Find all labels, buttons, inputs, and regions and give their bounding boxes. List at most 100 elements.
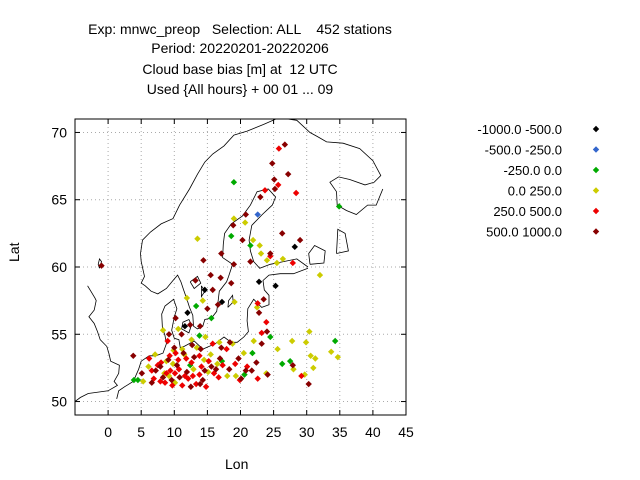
data-point bbox=[228, 279, 235, 287]
data-point bbox=[250, 337, 257, 345]
data-point bbox=[196, 380, 204, 388]
data-point bbox=[271, 185, 279, 193]
x-tick-label: 45 bbox=[398, 424, 414, 440]
data-point bbox=[286, 357, 294, 365]
legend-label: -250.0 0.0 bbox=[503, 163, 562, 178]
data-point bbox=[230, 179, 238, 186]
data-point bbox=[183, 294, 191, 302]
data-point bbox=[199, 297, 206, 304]
data-point bbox=[175, 356, 182, 364]
data-point bbox=[310, 364, 317, 372]
data-point bbox=[219, 362, 226, 369]
data-point bbox=[327, 348, 335, 355]
data-point bbox=[188, 359, 195, 366]
data-point bbox=[165, 331, 173, 338]
data-point bbox=[255, 278, 263, 285]
data-point bbox=[171, 370, 179, 377]
data-point bbox=[223, 345, 230, 353]
data-point bbox=[215, 374, 222, 381]
data-point bbox=[271, 176, 278, 183]
data-point bbox=[173, 362, 181, 369]
data-point bbox=[302, 339, 310, 346]
data-point bbox=[242, 367, 249, 374]
data-point bbox=[171, 344, 178, 351]
x-tick-label: 40 bbox=[365, 424, 381, 440]
data-point bbox=[274, 345, 281, 353]
data-point bbox=[163, 370, 170, 377]
data-point bbox=[209, 340, 216, 347]
data-point bbox=[241, 219, 249, 226]
x-tick-label: 5 bbox=[137, 424, 145, 440]
data-point bbox=[172, 349, 179, 357]
data-point bbox=[257, 193, 264, 201]
data-point bbox=[316, 271, 324, 279]
data-point bbox=[247, 242, 254, 249]
legend-marker bbox=[592, 166, 600, 174]
data-point bbox=[235, 355, 242, 362]
data-point bbox=[164, 337, 171, 345]
data-point bbox=[190, 366, 197, 373]
legend-label: 500.0 1000.0 bbox=[486, 225, 562, 240]
data-point bbox=[275, 181, 282, 189]
coastline bbox=[222, 188, 309, 277]
data-point bbox=[202, 333, 209, 341]
data-point bbox=[226, 366, 233, 373]
data-point bbox=[281, 141, 289, 148]
data-point bbox=[269, 160, 276, 167]
data-point bbox=[161, 379, 169, 386]
data-point bbox=[230, 261, 238, 268]
data-point bbox=[98, 262, 105, 269]
data-point bbox=[201, 367, 208, 374]
data-point bbox=[258, 329, 265, 337]
data-point bbox=[263, 328, 271, 335]
data-point bbox=[175, 325, 182, 333]
data-point bbox=[192, 277, 199, 284]
data-point bbox=[200, 257, 207, 264]
y-tick-label: 60 bbox=[51, 259, 67, 275]
data-point bbox=[168, 376, 175, 384]
data-point bbox=[255, 309, 263, 316]
data-point bbox=[201, 286, 208, 294]
x-tick-label: 25 bbox=[266, 424, 282, 440]
data-point bbox=[200, 356, 208, 364]
data-point bbox=[192, 380, 200, 388]
data-point bbox=[232, 360, 239, 368]
data-point bbox=[249, 349, 256, 357]
data-point bbox=[157, 378, 164, 385]
data-point bbox=[204, 305, 211, 312]
data-point bbox=[242, 211, 249, 218]
data-point bbox=[165, 356, 172, 364]
data-points bbox=[98, 141, 343, 390]
data-point bbox=[279, 230, 286, 237]
data-point bbox=[196, 323, 204, 330]
data-point bbox=[272, 282, 279, 290]
coastline bbox=[336, 228, 349, 254]
y-tick-label: 65 bbox=[51, 192, 67, 208]
data-point bbox=[180, 349, 187, 357]
data-point bbox=[230, 222, 237, 229]
data-point bbox=[176, 374, 183, 381]
data-point bbox=[154, 362, 161, 369]
data-point bbox=[145, 363, 152, 370]
data-point bbox=[228, 232, 235, 240]
data-point bbox=[198, 363, 205, 370]
data-point bbox=[249, 236, 257, 244]
y-axis-label: Lat bbox=[6, 242, 22, 262]
data-point bbox=[279, 360, 286, 368]
data-point bbox=[289, 362, 296, 369]
title-line-1: Exp: mnwc_preop Selection: ALL 452 stati… bbox=[88, 21, 392, 37]
x-tick-label: 15 bbox=[200, 424, 216, 440]
data-point bbox=[298, 372, 305, 380]
data-point bbox=[267, 250, 274, 257]
data-point bbox=[138, 370, 146, 377]
data-point bbox=[199, 376, 206, 384]
legend-label: -500.0 -250.0 bbox=[485, 143, 562, 158]
y-tick-label: 50 bbox=[51, 394, 67, 410]
data-point bbox=[237, 375, 245, 382]
data-point bbox=[312, 355, 319, 362]
data-point bbox=[196, 352, 203, 359]
data-point bbox=[305, 380, 312, 388]
legend-marker bbox=[592, 228, 600, 235]
data-point bbox=[296, 236, 304, 244]
data-point bbox=[205, 357, 212, 365]
